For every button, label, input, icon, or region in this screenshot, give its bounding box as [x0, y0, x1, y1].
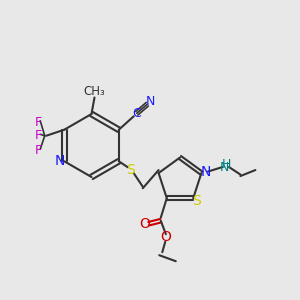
Text: N: N — [201, 164, 211, 178]
Text: S: S — [192, 194, 201, 208]
Text: N: N — [146, 95, 155, 108]
Text: N: N — [220, 160, 230, 173]
Text: S: S — [126, 163, 135, 177]
Text: F: F — [35, 129, 42, 142]
Text: O: O — [160, 230, 171, 244]
Text: O: O — [139, 217, 150, 231]
Text: N: N — [55, 154, 65, 168]
Text: H: H — [222, 158, 232, 170]
Text: F: F — [35, 116, 42, 129]
Text: CH₃: CH₃ — [84, 85, 105, 98]
Text: F: F — [35, 144, 42, 157]
Text: C: C — [132, 107, 141, 120]
